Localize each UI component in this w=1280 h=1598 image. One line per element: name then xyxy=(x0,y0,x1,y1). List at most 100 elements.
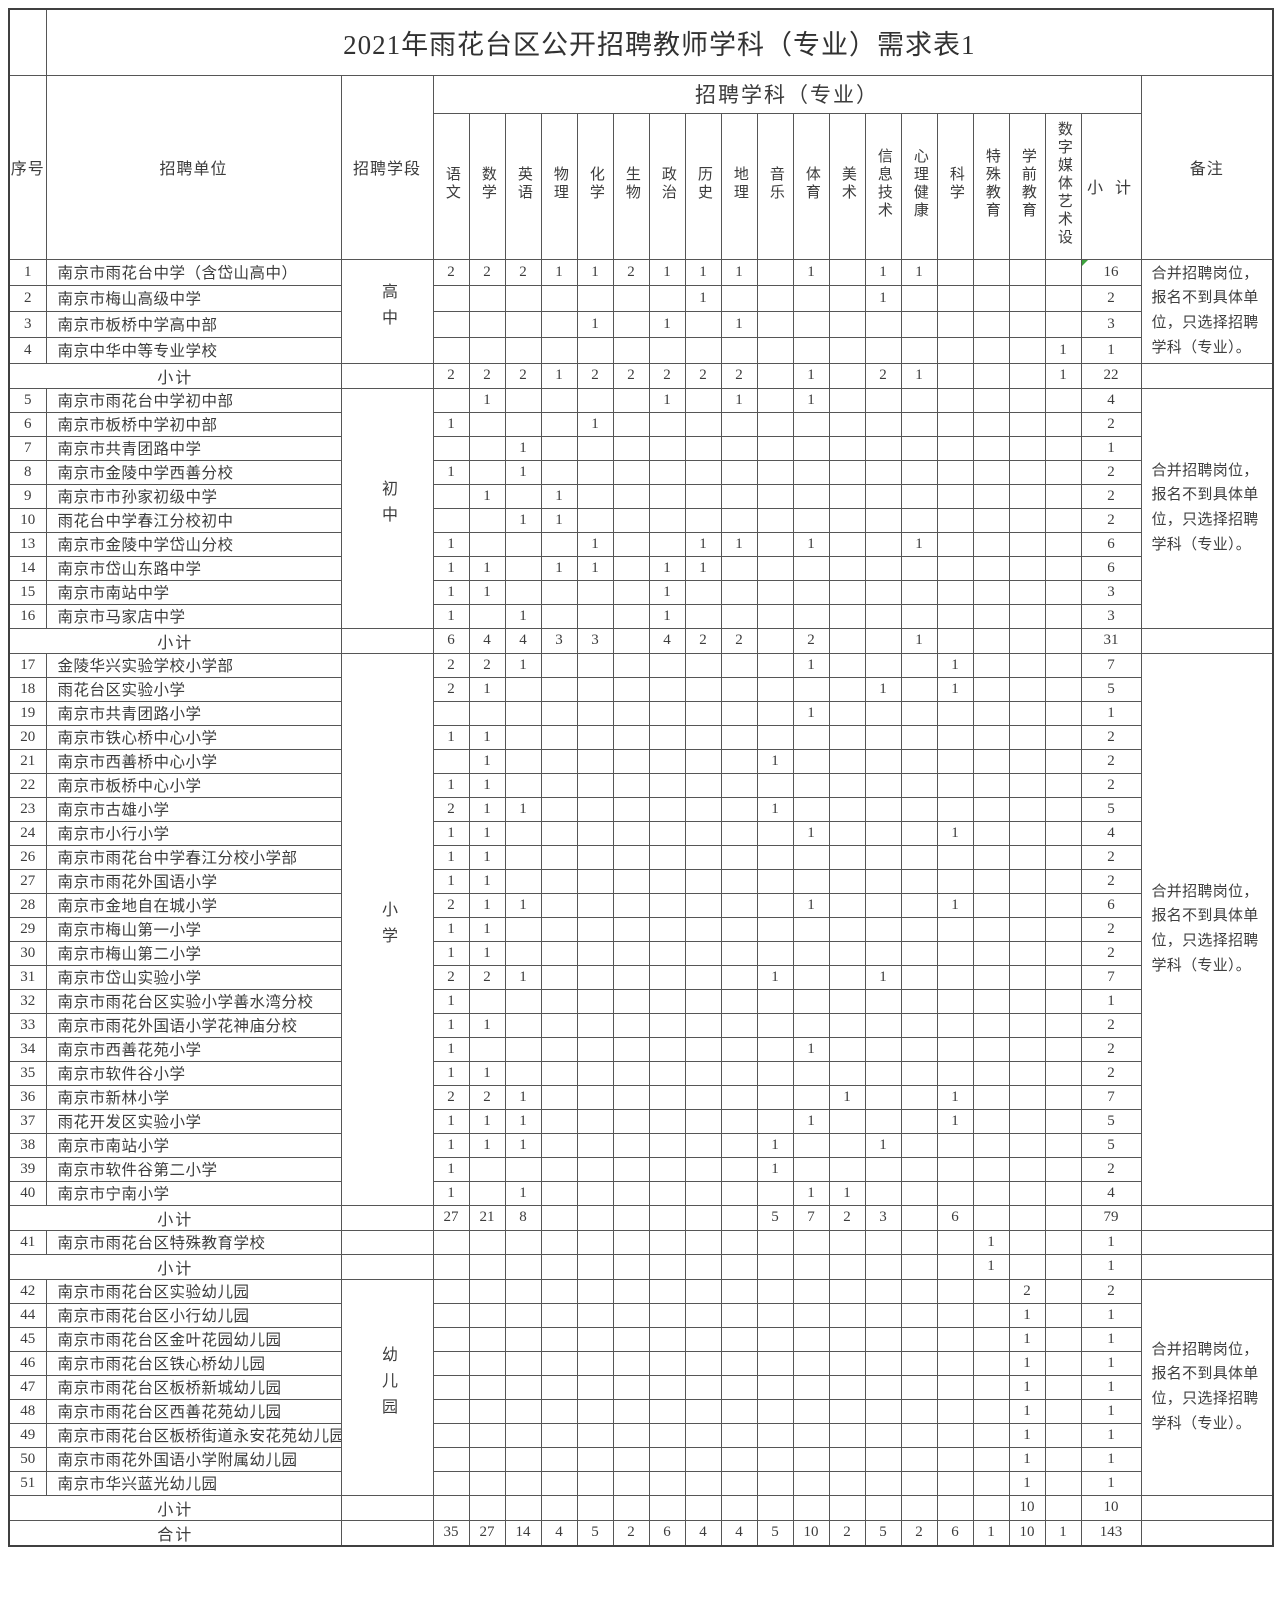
subject-count-cell xyxy=(1008,652,1046,678)
subject-count-cell xyxy=(720,1108,758,1134)
subject-count-cell: 1 xyxy=(468,820,506,846)
row-serial-cell: 4 xyxy=(8,336,47,364)
subject-count-cell xyxy=(864,1156,902,1182)
grand-total-row: 合计 35 27 14 4 5 2 6 4 4 5 10 2 5 2 6 1 10 1 143 xyxy=(8,1519,1274,1546)
subject-count-cell xyxy=(648,507,686,533)
subject-count-cell: 1 xyxy=(576,258,614,286)
subject-count-cell xyxy=(684,1060,722,1086)
subject-count-cell: 1 xyxy=(468,1012,506,1038)
subject-count-cell xyxy=(936,916,974,942)
subject-count-cell xyxy=(756,676,794,702)
subject-count-cell xyxy=(828,507,866,533)
subject-count-cell: 1 xyxy=(720,531,758,557)
stage-label: 幼儿园 xyxy=(379,1345,396,1424)
subject-count-cell xyxy=(1044,310,1082,338)
subject-count-cell xyxy=(900,507,938,533)
subject-count-cell xyxy=(864,940,902,966)
subject-count-cell xyxy=(864,916,902,942)
subject-count-cell xyxy=(1044,748,1082,774)
subject-count-cell xyxy=(864,1278,902,1304)
subject-count-cell xyxy=(432,1229,470,1255)
subject-count-cell xyxy=(720,964,758,990)
row-subtotal-cell: 3 xyxy=(1080,310,1142,338)
subject-count-cell xyxy=(612,796,650,822)
school-name-cell: 南京市雨花台区金叶花园幼儿园 xyxy=(45,1326,342,1352)
subject-count-cell xyxy=(828,1060,866,1086)
subject-count-cell xyxy=(648,531,686,557)
subject-count-cell xyxy=(540,1132,578,1158)
subject-count-cell xyxy=(720,820,758,846)
subject-count-cell xyxy=(648,435,686,461)
subject-count-cell xyxy=(720,579,758,605)
subject-count-cell xyxy=(936,772,974,798)
school-name-cell: 南京市雨花台区实验小学善水湾分校 xyxy=(45,988,342,1014)
subject-count-cell xyxy=(468,1494,506,1521)
subject-count-cell xyxy=(828,555,866,581)
subject-count-cell xyxy=(540,796,578,822)
subject-count-cell xyxy=(576,676,614,702)
subject-count-cell: 1 xyxy=(936,1108,974,1134)
row-serial-cell: 41 xyxy=(8,1229,47,1255)
subject-count-cell xyxy=(828,579,866,605)
subject-count-cell xyxy=(936,1012,974,1038)
subject-count-cell xyxy=(1044,459,1082,485)
subject-count-cell xyxy=(540,940,578,966)
subject-count-cell xyxy=(1008,844,1046,870)
subject-count-cell xyxy=(972,1156,1010,1182)
subject-count-cell xyxy=(648,1374,686,1400)
subject-count-cell xyxy=(720,796,758,822)
subject-count-cell xyxy=(540,459,578,485)
subject-count-cell xyxy=(684,1132,722,1158)
subject-count-cell xyxy=(468,1253,506,1280)
school-row: 40 南京市宁南小学 1 1 1 1 4 xyxy=(8,1180,1273,1206)
subject-count-cell xyxy=(792,1422,830,1448)
subject-count-cell xyxy=(504,1278,542,1304)
subject-count-cell xyxy=(864,459,902,485)
subject-count-cell xyxy=(720,1253,758,1280)
subject-count-cell xyxy=(828,1422,866,1448)
subject-count-cell xyxy=(612,772,650,798)
subject-count-cell xyxy=(864,1326,902,1352)
subject-count-cell xyxy=(504,844,542,870)
subject-count-cell xyxy=(612,531,650,557)
subject-count-cell xyxy=(1044,844,1082,870)
row-subtotal-cell: 1 xyxy=(1080,1350,1142,1376)
subject-count-cell xyxy=(828,1253,866,1280)
subject-count-cell xyxy=(936,531,974,557)
subject-count-cell: 1 xyxy=(432,555,470,581)
subject-count-cell: 1 xyxy=(900,362,938,389)
school-name-cell: 南京市雨花台区小行幼儿园 xyxy=(45,1302,342,1328)
col-header-subject-17: 学前教育 xyxy=(1008,112,1046,260)
school-name-cell: 南京市马家店中学 xyxy=(45,603,342,629)
school-name-cell: 南京市雨花台区实验幼儿园 xyxy=(45,1278,342,1304)
subject-count-cell xyxy=(972,1204,1010,1231)
subject-count-cell xyxy=(504,724,542,750)
subject-count-cell xyxy=(684,507,722,533)
subject-count-cell xyxy=(1044,1012,1082,1038)
subject-count-cell xyxy=(684,1012,722,1038)
subject-count-cell: 1 xyxy=(576,555,614,581)
subject-count-cell xyxy=(828,772,866,798)
subject-count-cell xyxy=(936,459,974,485)
subject-count-cell xyxy=(684,387,722,413)
subject-count-cell xyxy=(612,892,650,918)
subject-count-cell xyxy=(612,724,650,750)
subject-count-cell xyxy=(828,1012,866,1038)
subject-count-cell xyxy=(828,1302,866,1328)
subject-count-cell xyxy=(468,1302,506,1328)
subject-count-cell xyxy=(648,1229,686,1255)
subject-count-cell: 1 xyxy=(1044,362,1082,389)
subject-count-cell xyxy=(1044,579,1082,605)
subject-count-cell: 2 xyxy=(684,362,722,389)
subject-count-cell xyxy=(936,579,974,605)
subject-count-cell xyxy=(864,1180,902,1206)
remark-cell: 合并招聘岗位，报名不到具体单位，只选择招聘学科（专业）。 xyxy=(1140,258,1274,364)
subject-count-cell: 2 xyxy=(432,258,470,286)
subject-count-cell xyxy=(576,1204,614,1231)
subject-count-cell xyxy=(648,336,686,364)
row-serial-cell: 34 xyxy=(8,1036,47,1062)
school-name-cell: 雨花开发区实验小学 xyxy=(45,1108,342,1134)
subject-count-cell xyxy=(792,1278,830,1304)
subject-header-label: 数学 xyxy=(479,165,496,202)
subject-count-cell xyxy=(936,435,974,461)
